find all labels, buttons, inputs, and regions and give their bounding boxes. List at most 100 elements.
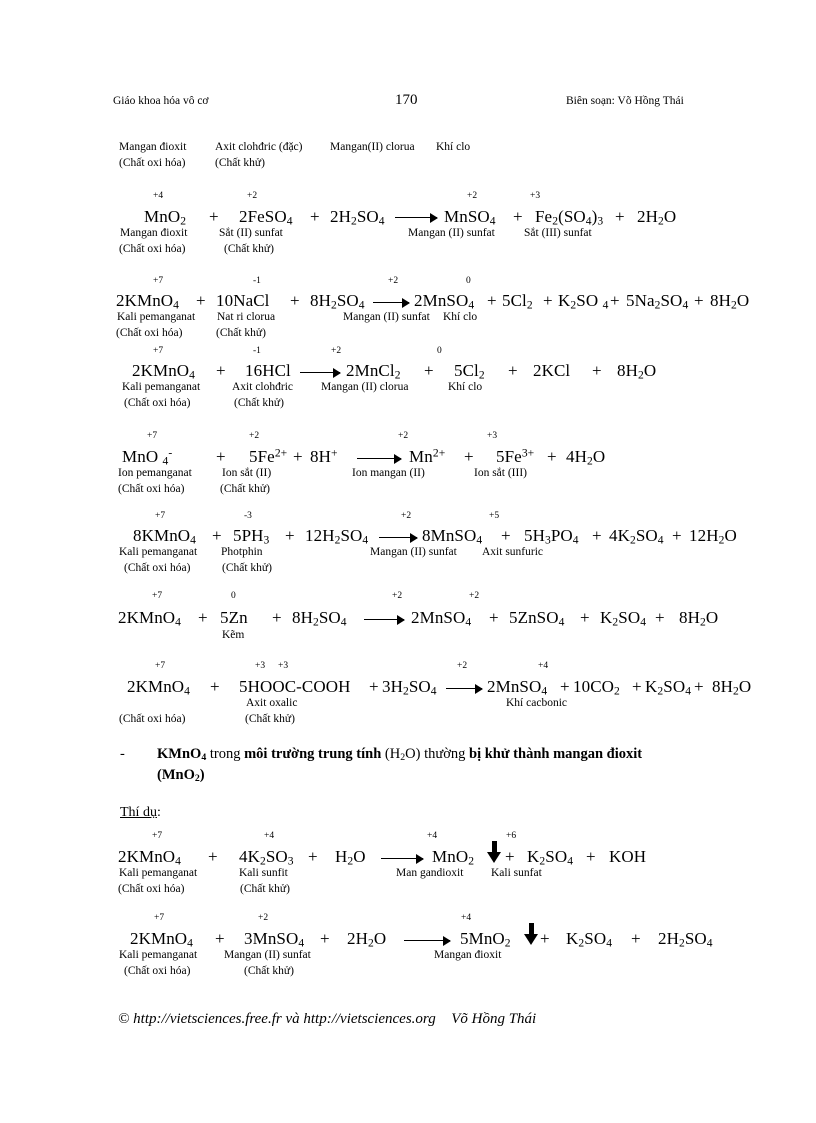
eq-term: 5Cl2 (502, 291, 533, 312)
substance-name: Kẽm (222, 629, 245, 641)
eq-term: 5Cl2 (454, 361, 485, 382)
oxidation-label: +2 (388, 276, 399, 286)
substance-name: Man gandioxit (396, 867, 464, 879)
footer: © http://vietsciences.free.fr và http://… (118, 1011, 536, 1028)
substance-role: (Chất oxi hóa) (119, 713, 186, 725)
eq-term: K2SO4 (645, 677, 692, 698)
substance-name: Mangan (II) sunfat (343, 311, 430, 323)
eq-plus: + (216, 361, 226, 380)
substance-role: (Chất oxi hóa) (124, 397, 191, 409)
eq-plus: + (540, 929, 550, 948)
note-text-trong: trong (206, 746, 245, 762)
eq-plus: + (293, 447, 303, 466)
substance-role: (Chất khử) (245, 713, 295, 725)
eq-term: 3MnSO4 (244, 929, 305, 950)
note-line2-sub: 2 (194, 773, 200, 785)
reaction-arrow-icon (357, 452, 402, 464)
eq-term: 5PH3 (233, 526, 270, 547)
eq-plus: + (464, 447, 474, 466)
eq-term: 2MnCl2 (346, 361, 401, 382)
eq-term: 5Fe3+ (496, 446, 535, 466)
eq-plus: + (508, 361, 518, 380)
eq-plus: + (424, 361, 434, 380)
substance-name: Photphin (221, 546, 263, 558)
substance-role: (Chất khử) (216, 327, 266, 339)
eq-term: 2KCl (533, 361, 571, 380)
eq-term: 10CO2 (573, 677, 620, 698)
eq-term: 2H2SO4 (330, 207, 385, 228)
eq-term: 5Fe2+ (249, 446, 288, 466)
substance-name: Ion pemanganat (118, 467, 192, 479)
reaction-arrow-icon (373, 296, 410, 308)
eq-plus: + (631, 929, 641, 948)
eq-plus: + (272, 608, 282, 627)
footer-url-2[interactable]: http://vietsciences.org (303, 1011, 436, 1027)
substance-role: (Chất khử) (234, 397, 284, 409)
eq-term: 8H+ (310, 446, 338, 466)
eq-plus: + (580, 608, 590, 627)
oxidation-label: +4 (264, 831, 275, 841)
eq-plus: + (632, 677, 642, 696)
eq-term: 8H2SO4 (310, 291, 365, 312)
eq-term: Mn2+ (409, 446, 446, 466)
eq-term: 2KMnO4 (118, 847, 182, 868)
note-line2-close: ) (199, 767, 205, 783)
oxidation-label: -1 (253, 276, 261, 286)
eq-term: 12H2SO4 (305, 526, 369, 547)
oxidation-label: +3 (278, 661, 289, 671)
eq-term: 8KMnO4 (133, 526, 197, 547)
note-line2-open: (MnO (157, 767, 195, 783)
reaction-arrow-icon (404, 934, 451, 946)
oxidation-label: +2 (467, 191, 478, 201)
eq-plus: + (290, 291, 300, 310)
carryover-role-0: (Chất oxi hóa) (119, 157, 186, 169)
eq-term: 2H2O (637, 207, 677, 228)
substance-name: Axit clohđric (232, 381, 293, 393)
eq-plus: + (615, 207, 625, 226)
substance-name: Kali sunfat (491, 867, 542, 879)
oxidation-label: +4 (461, 913, 472, 923)
eq-plus: + (592, 361, 602, 380)
carryover-role-1: (Chất khử) (215, 157, 265, 169)
eq-plus: + (672, 526, 682, 545)
eq-term: 2KMnO4 (116, 291, 180, 312)
example-label-colon: : (156, 805, 161, 820)
substance-name: Kali pemanganat (119, 546, 198, 558)
substance-role: (Chất oxi hóa) (119, 243, 186, 255)
eq-term: 2H2O (347, 929, 387, 950)
oxidation-label: 0 (437, 346, 442, 356)
eq-term: 2H2SO4 (658, 929, 713, 950)
eq-plus: + (320, 929, 330, 948)
reaction-arrow-icon (395, 211, 438, 223)
substance-name: Khí clo (448, 381, 483, 393)
oxidation-label: +2 (247, 191, 258, 201)
substance-name: Nat ri clorua (217, 311, 276, 323)
eq-plus: + (694, 677, 704, 696)
eq-term: 10NaCl (216, 291, 270, 310)
reaction-arrow-icon (379, 531, 418, 543)
oxidation-label: +6 (506, 831, 517, 841)
note-paren-sub: 2 (400, 752, 406, 764)
eq-term: 3H2SO4 (382, 677, 437, 698)
oxidation-label: +4 (153, 191, 164, 201)
eq-plus: + (694, 291, 704, 310)
reaction-arrow-icon (381, 852, 424, 864)
substance-role: (Chất oxi hóa) (116, 327, 183, 339)
substance-name: Axit oxalic (246, 697, 298, 709)
eq-term: K2SO 4 (558, 291, 609, 312)
footer-url-1[interactable]: http://vietsciences.free.fr (133, 1011, 282, 1027)
oxidation-label: +2 (401, 511, 412, 521)
carryover-name-3: Khí clo (436, 141, 471, 153)
oxidation-label: +4 (427, 831, 438, 841)
eq-term: 8H2O (617, 361, 657, 382)
eq-plus: + (196, 291, 206, 310)
substance-role: (Chất khử) (222, 562, 272, 574)
eq-plus: + (513, 207, 523, 226)
eq-term: 2KMnO4 (118, 608, 182, 629)
oxidation-label: +2 (258, 913, 269, 923)
example-label-underlined: Thí dụ (120, 805, 157, 820)
eq-term: 2FeSO4 (239, 207, 293, 228)
substance-role: (Chất oxi hóa) (118, 883, 185, 895)
substance-name: Sắt (III) sunfat (524, 227, 592, 239)
substance-name: Mangan (II) sunfat (408, 227, 495, 239)
